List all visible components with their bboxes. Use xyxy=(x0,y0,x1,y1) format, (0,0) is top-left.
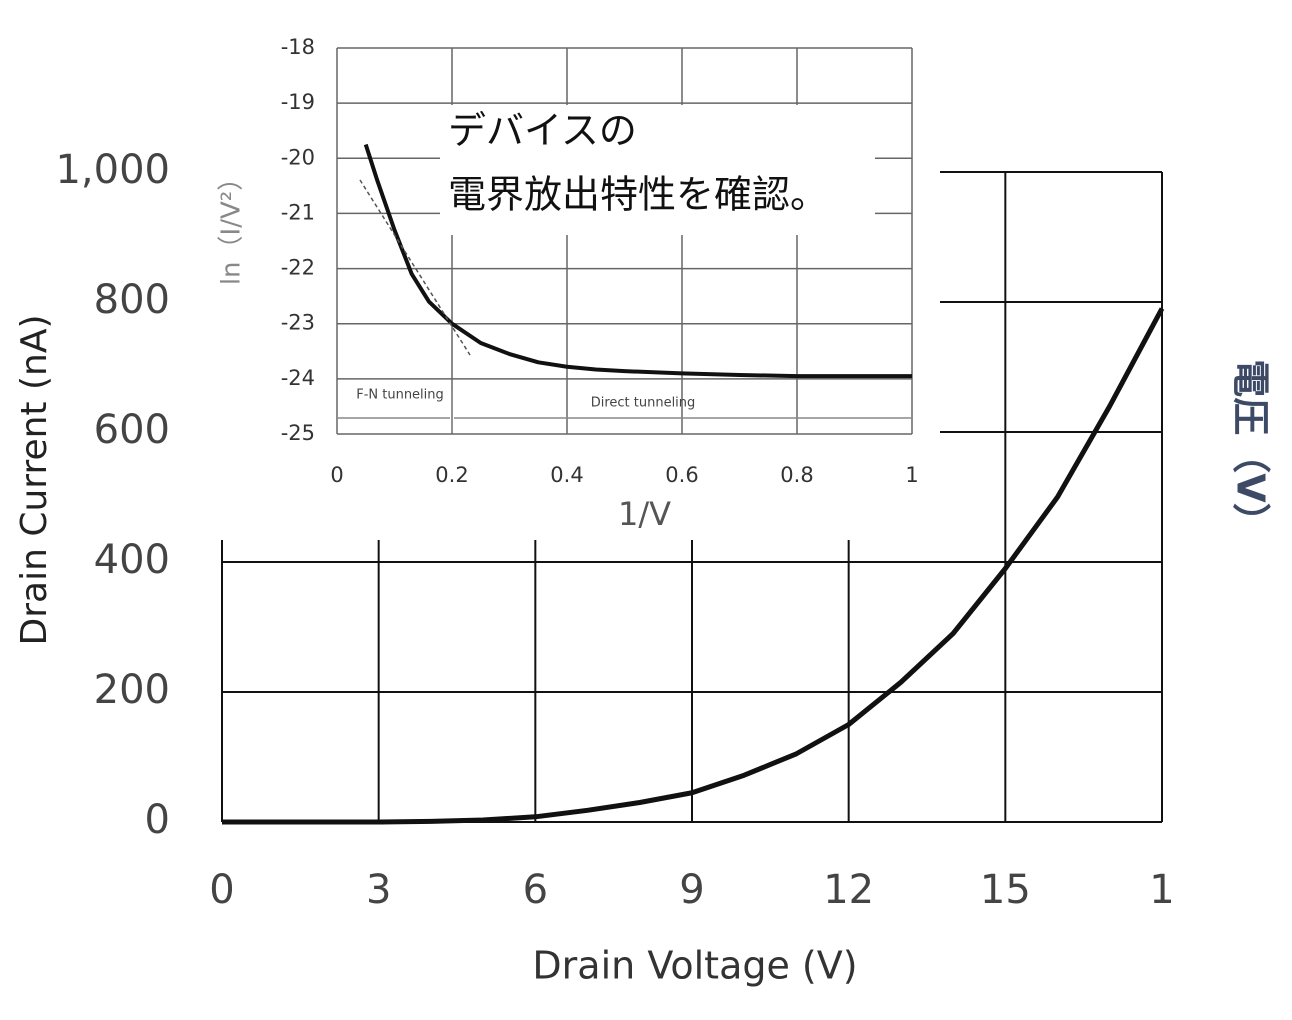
x-axis-label: Drain Voltage (V) xyxy=(532,944,857,988)
y-tick-label: 200 xyxy=(94,667,170,713)
y-tick-label: 800 xyxy=(94,277,170,323)
y-tick-label: -22 xyxy=(281,256,315,280)
x-tick-label: 1 xyxy=(1149,867,1174,913)
y-tick-label: -19 xyxy=(281,90,315,114)
y-axis-label: Drain Current (nA) xyxy=(14,314,55,645)
callout-box xyxy=(440,105,875,235)
x-tick-label: 12 xyxy=(823,867,874,913)
callout-text: デバイスの xyxy=(448,109,637,153)
y-tick-label: -21 xyxy=(281,200,315,224)
x-tick-label: 6 xyxy=(523,867,548,913)
y-tick-label: 400 xyxy=(94,537,170,583)
y-tick-label: -24 xyxy=(281,366,315,390)
x-tick-label: 3 xyxy=(366,867,391,913)
y-tick-label: 0 xyxy=(145,797,170,843)
y-tick-label: -18 xyxy=(281,35,315,59)
y-tick-label: 1,000 xyxy=(55,147,170,193)
y2-axis-label: 電圧（V） xyxy=(1229,359,1273,540)
x-tick-label: 1 xyxy=(905,463,918,487)
inset-plot: 0 0.2 0.4 0.6 0.8 1 -18 -19 -20 -21 -22 -23 -24 -25 1/… xyxy=(217,35,919,533)
x-axis-label: 1/V xyxy=(618,495,671,533)
y-axis-label: ln（I/V²） xyxy=(217,165,247,285)
data-line xyxy=(222,307,1165,825)
y-tick-label: -23 xyxy=(281,311,315,335)
y-tick-label: -20 xyxy=(281,145,315,169)
x-tick-label: 15 xyxy=(980,867,1031,913)
y-tick-label: -25 xyxy=(281,421,315,445)
x-tick-label: 9 xyxy=(679,867,704,913)
x-tick-label: 0.2 xyxy=(435,463,468,487)
region-label: F-N tunneling xyxy=(356,388,444,403)
x-tick-label: 0 xyxy=(330,463,343,487)
region-label: Direct tunneling xyxy=(591,396,696,411)
x-tick-label: 0 xyxy=(209,867,234,913)
y-tick-label: 600 xyxy=(94,407,170,453)
x-tick-label: 0.6 xyxy=(665,463,698,487)
x-tick-label: 0.8 xyxy=(780,463,813,487)
callout-text: 電界放出特性を確認。 xyxy=(448,173,828,217)
data-line xyxy=(363,143,912,379)
x-tick-label: 0.4 xyxy=(550,463,583,487)
